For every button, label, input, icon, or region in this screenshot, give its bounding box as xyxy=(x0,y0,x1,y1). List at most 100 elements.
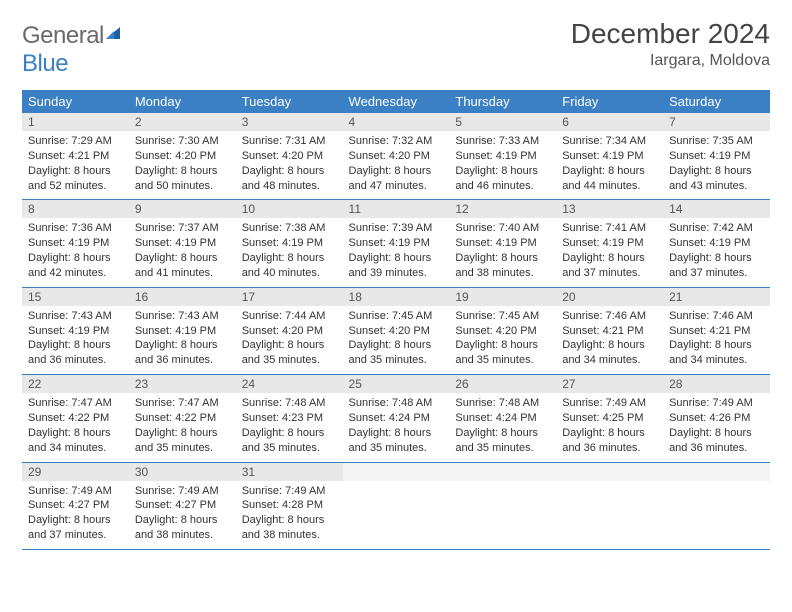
calendar-head: SundayMondayTuesdayWednesdayThursdayFrid… xyxy=(22,90,770,113)
calendar-cell: 18 Sunrise: 7:45 AMSunset: 4:20 PMDayligh… xyxy=(343,287,450,374)
sunrise-text: Sunrise: 7:49 AM xyxy=(135,484,230,499)
day-body: Sunrise: 7:49 AMSunset: 4:27 PMDaylight:… xyxy=(22,481,129,549)
daylight-text: Daylight: 8 hours and 50 minutes. xyxy=(135,164,230,194)
sunset-text: Sunset: 4:25 PM xyxy=(562,411,657,426)
sunset-text: Sunset: 4:27 PM xyxy=(135,498,230,513)
daylight-text: Daylight: 8 hours and 35 minutes. xyxy=(455,338,550,368)
day-body: Sunrise: 7:42 AMSunset: 4:19 PMDaylight:… xyxy=(663,218,770,286)
day-number: 25 xyxy=(343,375,450,393)
daylight-text: Daylight: 8 hours and 34 minutes. xyxy=(669,338,764,368)
day-number: 3 xyxy=(236,113,343,131)
sunset-text: Sunset: 4:28 PM xyxy=(242,498,337,513)
daylight-text: Daylight: 8 hours and 34 minutes. xyxy=(562,338,657,368)
calendar-cell: . xyxy=(663,462,770,549)
daylight-text: Daylight: 8 hours and 38 minutes. xyxy=(135,513,230,543)
day-body: Sunrise: 7:47 AMSunset: 4:22 PMDaylight:… xyxy=(22,393,129,461)
day-number: 15 xyxy=(22,288,129,306)
month-title: December 2024 xyxy=(571,18,770,50)
calendar-week: 1Sunrise: 7:29 AMSunset: 4:21 PMDaylight… xyxy=(22,113,770,200)
sunrise-text: Sunrise: 7:38 AM xyxy=(242,221,337,236)
logo: GeneralBlue xyxy=(22,22,122,78)
calendar-cell: . xyxy=(343,462,450,549)
daylight-text: Daylight: 8 hours and 35 minutes. xyxy=(349,426,444,456)
day-number: 30 xyxy=(129,463,236,481)
day-number: 18 xyxy=(343,288,450,306)
calendar-cell: 21Sunrise: 7:46 AMSunset: 4:21 PMDayligh… xyxy=(663,287,770,374)
daylight-text: Daylight: 8 hours and 38 minutes. xyxy=(455,251,550,281)
sunrise-text: Sunrise: 7:46 AM xyxy=(562,309,657,324)
sunrise-text: Sunrise: 7:34 AM xyxy=(562,134,657,149)
sunset-text: Sunset: 4:21 PM xyxy=(562,324,657,339)
sunrise-text: Sunrise: 7:37 AM xyxy=(135,221,230,236)
daylight-text: Daylight: 8 hours and 35 minutes. xyxy=(349,338,444,368)
sunrise-text: Sunrise: 7:29 AM xyxy=(28,134,123,149)
calendar-cell: 22Sunrise: 7:47 AMSunset: 4:22 PMDayligh… xyxy=(22,375,129,462)
header: GeneralBlue December 2024 Iargara, Moldo… xyxy=(22,18,770,78)
day-number: 14 xyxy=(663,200,770,218)
calendar-cell: 13Sunrise: 7:41 AMSunset: 4:19 PMDayligh… xyxy=(556,200,663,287)
day-body: Sunrise: 7:41 AMSunset: 4:19 PMDaylight:… xyxy=(556,218,663,286)
sunset-text: Sunset: 4:20 PM xyxy=(242,324,337,339)
day-body: Sunrise: 7:49 AMSunset: 4:26 PMDaylight:… xyxy=(663,393,770,461)
calendar-week: 15 Sunrise: 7:43 AMSunset: 4:19 PM Dayligh… xyxy=(22,287,770,374)
sunset-text: Sunset: 4:19 PM xyxy=(669,236,764,251)
day-body: Sunrise: 7:48 AMSunset: 4:24 PMDaylight:… xyxy=(449,393,556,461)
sunset-text: Sunset: 4:19 PM xyxy=(562,236,657,251)
daylight-text: Daylight: 8 hours and 47 minutes. xyxy=(349,164,444,194)
sunrise-text: Sunrise: 7:32 AM xyxy=(349,134,444,149)
calendar-week: 8Sunrise: 7:36 AMSunset: 4:19 PMDaylight… xyxy=(22,200,770,287)
day-number-empty: . xyxy=(343,463,450,481)
sunrise-text: Sunrise: 7:46 AM xyxy=(669,309,764,324)
sunset-text: Sunset: 4:20 PM xyxy=(242,149,337,164)
logo-part1: General xyxy=(22,22,104,49)
calendar-cell: 27Sunrise: 7:49 AMSunset: 4:25 PMDayligh… xyxy=(556,375,663,462)
day-number: 9 xyxy=(129,200,236,218)
daylight-text: Daylight: 8 hours and 35 minutes. xyxy=(242,338,337,368)
day-number: 27 xyxy=(556,375,663,393)
daylight-text: Daylight: 8 hours and 35 minutes. xyxy=(455,426,550,456)
day-body: Sunrise: 7:34 AMSunset: 4:19 PMDaylight:… xyxy=(556,131,663,199)
daylight-text: Daylight: 8 hours and 34 minutes. xyxy=(28,426,123,456)
weekday-row: SundayMondayTuesdayWednesdayThursdayFrid… xyxy=(22,90,770,113)
calendar-cell: 2Sunrise: 7:30 AMSunset: 4:20 PMDaylight… xyxy=(129,113,236,200)
sunrise-text: Sunrise: 7:49 AM xyxy=(562,396,657,411)
day-body: Sunrise: 7:40 AMSunset: 4:19 PMDaylight:… xyxy=(449,218,556,286)
day-number: 17 xyxy=(236,288,343,306)
day-number: 11 xyxy=(343,200,450,218)
sunrise-text: Sunrise: 7:41 AM xyxy=(562,221,657,236)
day-number: 20 xyxy=(556,288,663,306)
day-number: 8 xyxy=(22,200,129,218)
calendar-cell: 30 Sunrise: 7:49 AMSunset: 4:27 PMDayligh… xyxy=(129,462,236,549)
calendar-cell: 8Sunrise: 7:36 AMSunset: 4:19 PMDaylight… xyxy=(22,200,129,287)
day-number: 13 xyxy=(556,200,663,218)
daylight-text: Daylight: 8 hours and 36 minutes. xyxy=(669,426,764,456)
calendar-table: SundayMondayTuesdayWednesdayThursdayFrid… xyxy=(22,90,770,550)
sunset-text: Sunset: 4:19 PM xyxy=(135,324,230,339)
sunrise-text: Sunrise: 7:43 AM xyxy=(135,309,230,324)
sunrise-text: Sunrise: 7:42 AM xyxy=(669,221,764,236)
calendar-cell: 23Sunrise: 7:47 AMSunset: 4:22 PMDayligh… xyxy=(129,375,236,462)
day-body: Sunrise: 7:30 AMSunset: 4:20 PMDaylight:… xyxy=(129,131,236,199)
calendar-cell: 20 Sunrise: 7:46 AMSunset: 4:21 PMDayligh… xyxy=(556,287,663,374)
day-number: 12 xyxy=(449,200,556,218)
sunset-text: Sunset: 4:19 PM xyxy=(28,236,123,251)
day-body: Sunrise: 7:47 AMSunset: 4:22 PMDaylight:… xyxy=(129,393,236,461)
sunrise-text: Sunrise: 7:33 AM xyxy=(455,134,550,149)
day-number: 2 xyxy=(129,113,236,131)
sunrise-text: Sunrise: 7:48 AM xyxy=(349,396,444,411)
day-number: 24 xyxy=(236,375,343,393)
day-number: 22 xyxy=(22,375,129,393)
weekday-header: Thursday xyxy=(449,90,556,113)
sunrise-text: Sunrise: 7:36 AM xyxy=(28,221,123,236)
daylight-text: Daylight: 8 hours and 41 minutes. xyxy=(135,251,230,281)
calendar-cell: 29Sunrise: 7:49 AMSunset: 4:27 PMDayligh… xyxy=(22,462,129,549)
sunset-text: Sunset: 4:21 PM xyxy=(669,324,764,339)
day-body: Sunrise: 7:49 AMSunset: 4:28 PMDaylight:… xyxy=(236,481,343,549)
sunset-text: Sunset: 4:19 PM xyxy=(349,236,444,251)
calendar-cell: 12Sunrise: 7:40 AMSunset: 4:19 PMDayligh… xyxy=(449,200,556,287)
day-number-empty: . xyxy=(556,463,663,481)
sunset-text: Sunset: 4:20 PM xyxy=(349,324,444,339)
sunrise-text: Sunrise: 7:45 AM xyxy=(349,309,444,324)
sunset-text: Sunset: 4:22 PM xyxy=(135,411,230,426)
daylight-text: Daylight: 8 hours and 36 minutes. xyxy=(28,338,123,368)
